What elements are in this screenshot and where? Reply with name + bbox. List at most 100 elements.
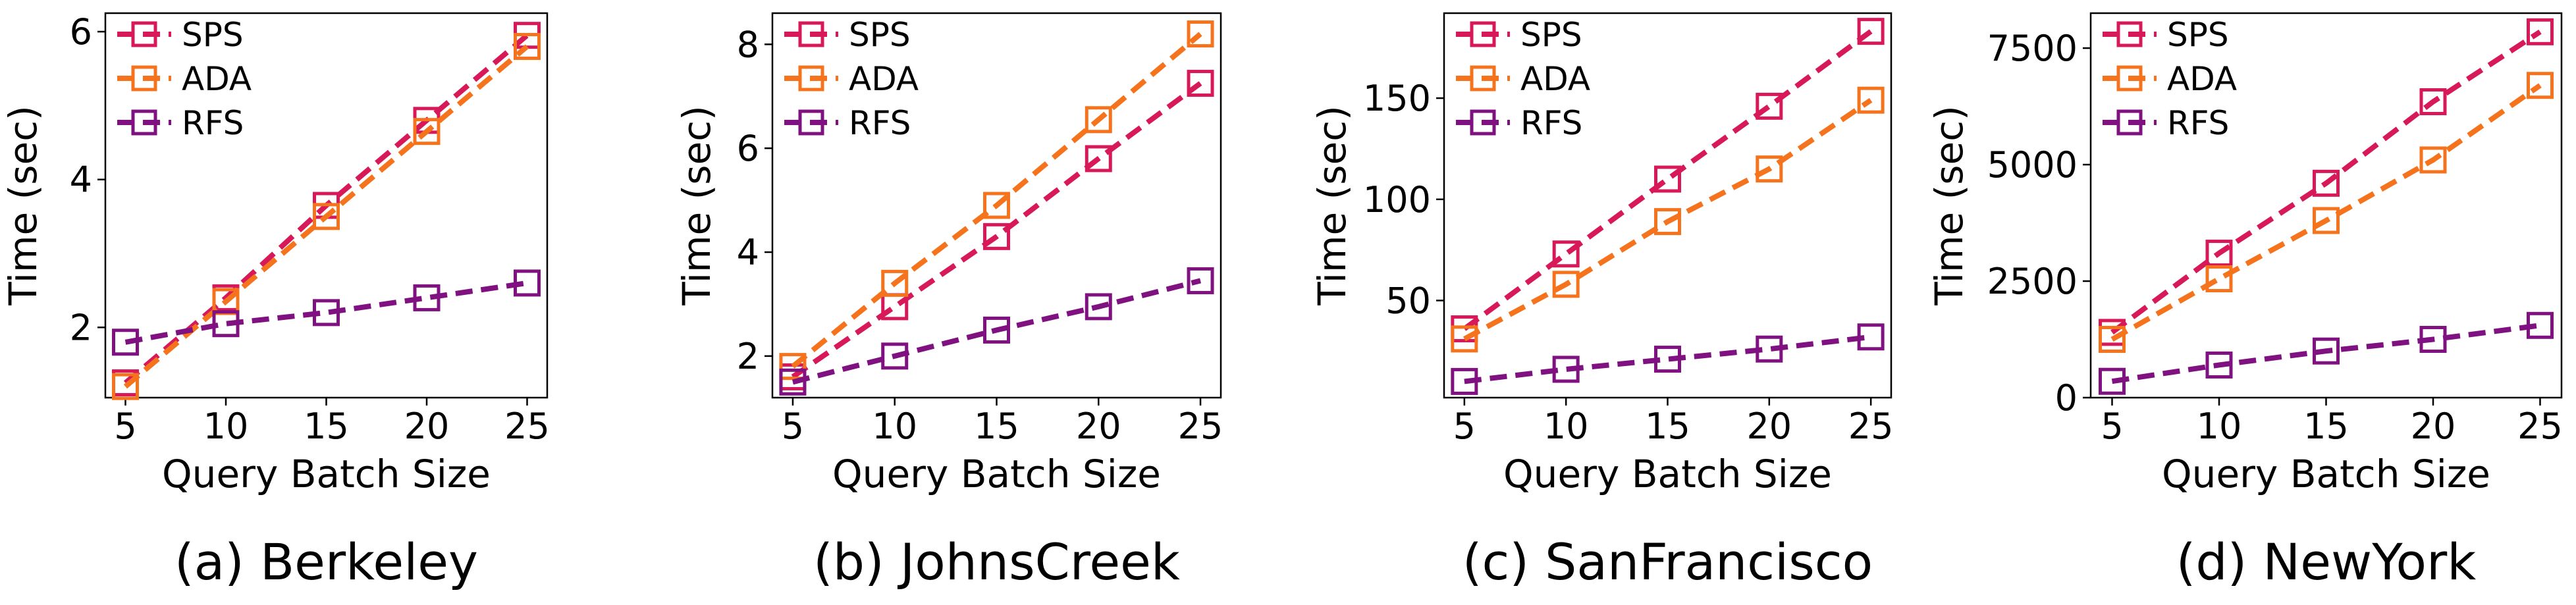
series-line-rfs	[792, 278, 1202, 385]
data-point-rfs	[1654, 346, 1681, 373]
x-tick-label: 10	[203, 406, 249, 447]
data-point-ada	[1187, 20, 1214, 48]
legend-label-sps: SPS	[2167, 16, 2229, 54]
x-tick-label: 25	[1178, 406, 1223, 447]
data-point-ada	[2099, 326, 2126, 354]
legend-marker-ada	[798, 65, 824, 92]
legend-label-sps: SPS	[1520, 16, 1582, 54]
data-point-rfs	[313, 299, 340, 327]
data-point-rfs	[1756, 335, 1783, 363]
legend-label-ada: ADA	[849, 60, 919, 98]
x-tick-label: 20	[1746, 406, 1792, 447]
legend-label-sps: SPS	[182, 16, 244, 54]
series-line-rfs	[1464, 334, 1871, 384]
x-tick-label: 20	[404, 406, 450, 447]
y-tick-label: 7500	[1987, 28, 2078, 69]
legend-marker-sps	[2116, 21, 2143, 47]
x-tick-label: 15	[2303, 406, 2349, 447]
x-tick-label: 15	[974, 406, 1019, 447]
data-point-rfs	[2205, 351, 2233, 379]
x-tick-label: 25	[1848, 406, 1894, 447]
y-axis-label: Time (sec)	[1, 105, 45, 305]
legend: SPS ADA RFS	[784, 16, 919, 142]
y-tick-label: 6	[737, 128, 759, 169]
data-point-rfs	[1552, 355, 1580, 383]
data-point-ada	[112, 373, 139, 400]
x-tick-label: 20	[1076, 406, 1121, 447]
legend-label-rfs: RFS	[849, 104, 911, 142]
panel-caption: (d) NewYork	[2176, 533, 2477, 591]
data-point-ada	[2527, 72, 2554, 99]
legend-marker-rfs	[798, 109, 824, 136]
panel-caption: (b) JohnsCreek	[813, 533, 1180, 591]
data-point-sps	[1085, 145, 1112, 172]
y-axis-label: Time (sec)	[674, 105, 719, 305]
legend-marker-ada	[1470, 65, 1496, 92]
y-axis-label: Time (sec)	[1310, 105, 1355, 305]
x-axis-label: Query Batch Size	[162, 452, 491, 496]
data-point-ada	[2419, 146, 2447, 174]
y-tick-label: 2500	[1987, 261, 2078, 302]
chart-panel-2: 5 10 15 20 25 2 4 6 8 Query Batch Size Time (sec) (…	[674, 12, 1223, 591]
data-point-rfs	[1085, 293, 1112, 321]
data-point-ada	[1552, 271, 1580, 298]
data-point-ada	[1756, 155, 1783, 183]
data-point-ada	[881, 269, 909, 297]
x-tick-label: 20	[2411, 406, 2456, 447]
data-point-rfs	[112, 329, 139, 356]
data-point-ada	[413, 118, 441, 145]
series-line-rfs	[124, 280, 528, 345]
data-point-sps	[2527, 18, 2554, 45]
data-point-ada	[514, 33, 541, 61]
data-point-ada	[2205, 265, 2233, 292]
chart-panel-3: 5 10 15 20 25 50 100 150 Query Batch Size Time (s…	[1310, 12, 1894, 591]
data-point-rfs	[1451, 367, 1478, 395]
legend: SPS ADA RFS	[117, 16, 252, 142]
data-point-rfs	[2527, 311, 2554, 339]
panel-caption: (c) SanFrancisco	[1462, 533, 1873, 591]
y-tick-label: 2	[737, 336, 759, 377]
x-axis-label: Query Batch Size	[832, 452, 1161, 496]
x-tick-label: 10	[872, 406, 917, 447]
x-tick-label: 10	[2197, 406, 2242, 447]
data-point-rfs	[1857, 323, 1885, 351]
data-point-ada	[983, 192, 1010, 219]
legend-label-rfs: RFS	[2167, 104, 2229, 142]
legend-marker-rfs	[131, 109, 157, 136]
data-point-sps	[1187, 70, 1214, 97]
data-point-sps	[1857, 18, 1885, 45]
data-point-rfs	[2099, 367, 2126, 395]
legend-label-rfs: RFS	[1520, 104, 1582, 142]
data-point-ada	[1451, 325, 1478, 353]
legend-label-ada: ADA	[1520, 60, 1590, 98]
data-point-rfs	[2419, 326, 2447, 354]
data-point-sps	[2205, 240, 2233, 267]
data-point-sps	[983, 223, 1010, 250]
x-axis-label: Query Batch Size	[2162, 452, 2490, 496]
y-tick-label: 4	[70, 159, 92, 201]
legend-marker-rfs	[2116, 109, 2143, 136]
legend-label-ada: ADA	[182, 60, 252, 98]
legend-marker-sps	[798, 21, 824, 47]
x-tick-label: 15	[1645, 406, 1690, 447]
data-point-ada	[2313, 207, 2340, 234]
legend-label-ada: ADA	[2167, 60, 2237, 98]
data-point-ada	[313, 203, 340, 230]
data-point-ada	[1857, 86, 1885, 114]
data-point-rfs	[413, 284, 441, 311]
x-tick-label: 10	[1543, 406, 1589, 447]
chart-panel-4: 5 10 15 20 25 0 2500 5000 7500 Query Batch Size Ti…	[1927, 12, 2563, 591]
data-point-sps	[1756, 92, 1783, 120]
series-line-ada	[1462, 97, 1873, 342]
y-tick-label: 5000	[1987, 144, 2078, 186]
legend-marker-sps	[1470, 21, 1496, 47]
legend-label-sps: SPS	[849, 16, 911, 54]
data-point-rfs	[514, 269, 541, 297]
x-tick-label: 5	[1453, 406, 1476, 447]
x-tick-label: 25	[2517, 406, 2563, 447]
legend: SPS ADA RFS	[1456, 16, 1590, 142]
data-point-rfs	[779, 368, 807, 396]
data-point-sps	[2419, 88, 2447, 115]
data-point-rfs	[881, 342, 909, 370]
